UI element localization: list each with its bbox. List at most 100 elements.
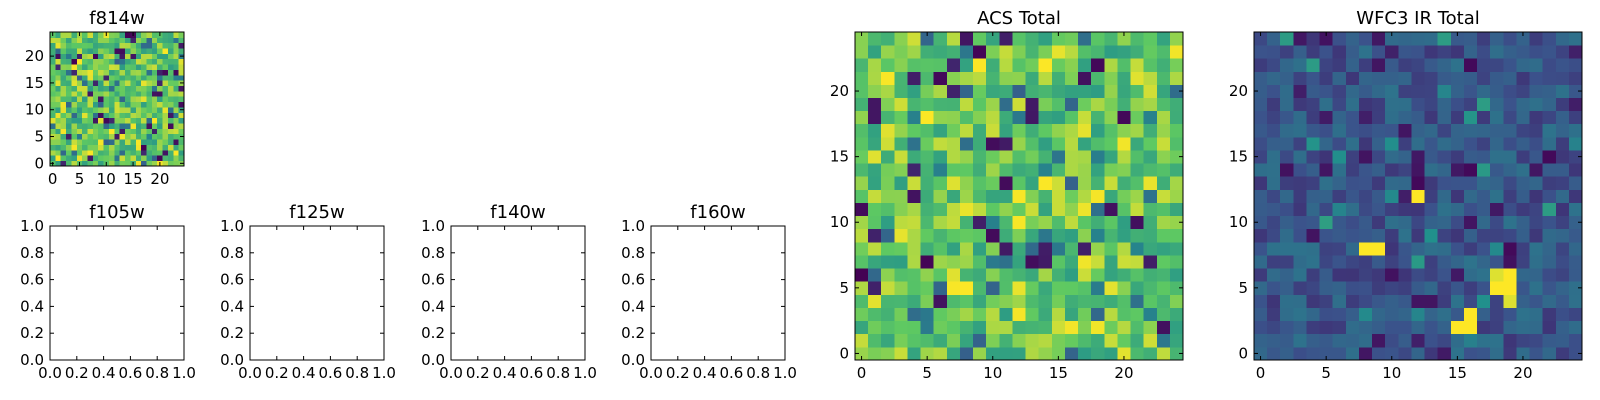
heatmap-cell [1463, 268, 1478, 282]
heatmap-cell [946, 241, 961, 256]
heatmap-cell [1169, 307, 1184, 322]
heatmap-cell [1345, 71, 1360, 85]
heatmap-cell [1568, 136, 1583, 151]
heatmap-cell [1450, 307, 1465, 322]
heatmap-cell [162, 101, 169, 108]
heatmap-cell [98, 139, 104, 145]
heatmap-cell [1267, 136, 1281, 151]
heatmap-cell [1358, 58, 1373, 72]
heatmap-cell [1038, 71, 1053, 85]
heatmap-cell [1398, 150, 1412, 164]
heatmap-cell [1477, 255, 1491, 269]
heatmap-cell [1012, 189, 1026, 203]
heatmap-cell [1091, 268, 1105, 282]
heatmap-cell [1529, 268, 1544, 282]
heatmap-cell [973, 255, 987, 269]
heatmap-cell [1012, 268, 1026, 282]
heatmap-cell [173, 96, 180, 103]
heatmap-cell [167, 90, 174, 97]
heatmap-cell [1319, 268, 1334, 282]
heatmap-cell [999, 228, 1013, 243]
heatmap-cell [98, 90, 104, 97]
heatmap-cell [1450, 241, 1465, 256]
heatmap-cell [1143, 71, 1158, 85]
heatmap-cell [1319, 110, 1334, 125]
heatmap-cell [1542, 189, 1557, 203]
x-tick-label: 15 [124, 170, 143, 188]
heatmap-cell [1319, 32, 1334, 46]
heatmap-cell [1345, 163, 1360, 177]
heatmap-cell [108, 133, 115, 140]
heatmap-cell [66, 69, 72, 76]
heatmap-cell [1477, 32, 1491, 46]
heatmap-cell [1025, 281, 1040, 295]
heatmap-cell [1411, 320, 1425, 335]
heatmap-cell [92, 90, 99, 97]
heatmap-cell [98, 69, 104, 76]
heatmap-cell [1078, 32, 1092, 46]
heatmap-cell [1490, 215, 1504, 230]
heatmap-cell [946, 45, 961, 59]
heatmap-cell [114, 64, 121, 70]
heatmap-cell [141, 69, 147, 76]
heatmap-cell [1117, 123, 1131, 138]
heatmap-cell [71, 69, 78, 76]
heatmap-cell [119, 90, 126, 97]
heatmap-cell [946, 163, 961, 177]
heatmap-cell [1542, 215, 1557, 230]
heatmap-cell [933, 123, 948, 138]
heatmap-cell [1332, 294, 1347, 308]
heatmap-cell [920, 150, 935, 164]
heatmap-cell [1437, 150, 1452, 164]
heatmap-cell [986, 281, 1000, 295]
heatmap-cell [1424, 346, 1439, 361]
heatmap-cell [1398, 97, 1412, 112]
heatmap-cell [1051, 32, 1066, 46]
heatmap-cell [135, 58, 142, 65]
heatmap-cell [959, 163, 974, 177]
heatmap-cell [1450, 110, 1465, 125]
heatmap-cell [1064, 346, 1079, 361]
heatmap-cell [1490, 176, 1504, 190]
heatmap-cell [50, 37, 56, 44]
heatmap-cell [66, 144, 72, 151]
heatmap-cell [959, 71, 974, 85]
heatmap-cell [71, 155, 78, 162]
heatmap-cell [1332, 97, 1347, 112]
heatmap-cell [87, 96, 94, 103]
heatmap-cell [1555, 123, 1570, 138]
heatmap-cell [920, 189, 935, 203]
heatmap-cell [868, 294, 882, 308]
heatmap-cell [76, 64, 83, 70]
heatmap-cell [1490, 97, 1504, 112]
heatmap-cell [71, 32, 78, 38]
heatmap-cell [1156, 281, 1171, 295]
heatmap-cell [1568, 163, 1583, 177]
heatmap-cell [959, 228, 974, 243]
heatmap-cell [1358, 123, 1373, 138]
heatmap-cell [1555, 136, 1570, 151]
heatmap-cell [1542, 32, 1557, 46]
heatmap-cell [103, 139, 110, 145]
heatmap-cell [1078, 45, 1092, 59]
heatmap-cell [1117, 307, 1131, 322]
heatmap-cell [157, 53, 163, 60]
heatmap-cell [146, 42, 153, 49]
heatmap-cell [119, 37, 126, 44]
heatmap-cell [1038, 163, 1053, 177]
heatmap-cell [1319, 333, 1334, 348]
heatmap-cell [959, 97, 974, 112]
heatmap-cell [1156, 202, 1171, 217]
heatmap-cell [119, 160, 126, 167]
heatmap-cell [946, 32, 961, 46]
heatmap-cell [1012, 45, 1026, 59]
heatmap-cell [114, 69, 121, 76]
heatmap-cell [1555, 163, 1570, 177]
heatmap-cell [151, 53, 158, 60]
heatmap-cell [1104, 320, 1118, 335]
heatmap-cell [1104, 228, 1118, 243]
heatmap-cell [933, 189, 948, 203]
heatmap-cell [1424, 255, 1439, 269]
heatmap-cell [1280, 45, 1294, 59]
heatmap-cell [1319, 281, 1334, 295]
